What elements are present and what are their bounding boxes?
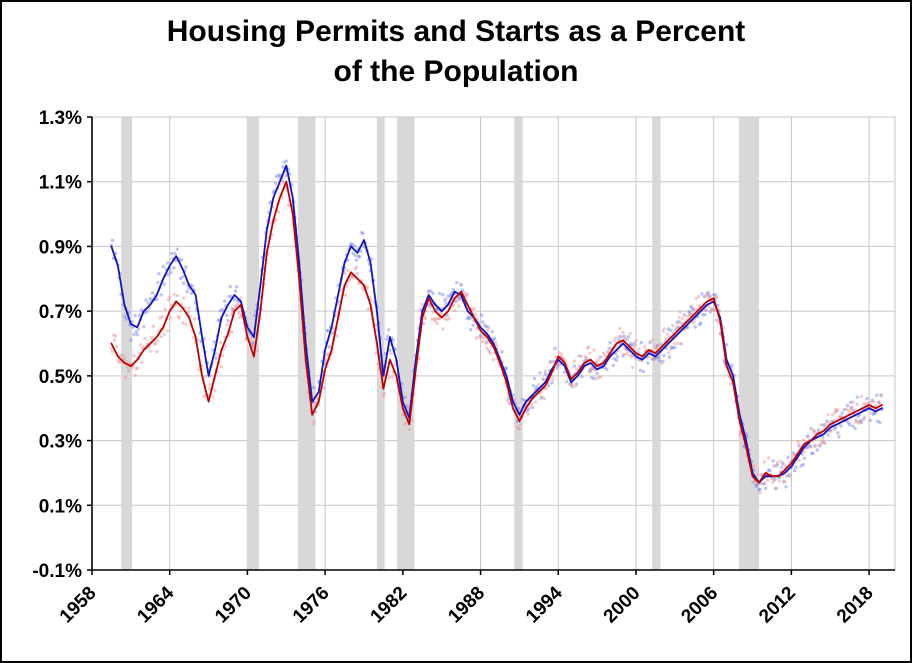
x-tick-label: 2006	[677, 583, 722, 628]
y-tick-label: 1.1%	[39, 173, 82, 194]
y-tick-label: 0.3%	[39, 432, 82, 453]
x-tick-label: 1988	[444, 583, 489, 628]
y-tick-label: 0.5%	[39, 367, 82, 388]
x-tick-label: 1970	[211, 583, 256, 628]
y-tick-label: 0.1%	[39, 496, 82, 517]
chart-title: Housing Permits and Starts as a Percent …	[2, 12, 910, 91]
x-tick-label: 1994	[522, 582, 567, 627]
x-tick-label: 1976	[289, 583, 334, 628]
y-tick-label: 1.3%	[39, 108, 82, 129]
x-tick-label: 1982	[367, 583, 412, 628]
y-tick-label: 0.7%	[39, 302, 82, 323]
x-tick-label: 1958	[56, 583, 101, 628]
chart-title-line2: of the Population	[333, 54, 579, 88]
chart-title-line1: Housing Permits and Starts as a Percent	[166, 15, 746, 48]
x-tick-label: 2012	[755, 583, 800, 628]
x-tick-label: 2000	[600, 583, 645, 628]
y-tick-label: 0.9%	[39, 237, 82, 258]
x-tick-label: 2018	[833, 583, 878, 628]
y-tick-label: -0.1%	[32, 561, 82, 582]
x-tick-label: 1964	[133, 582, 178, 627]
